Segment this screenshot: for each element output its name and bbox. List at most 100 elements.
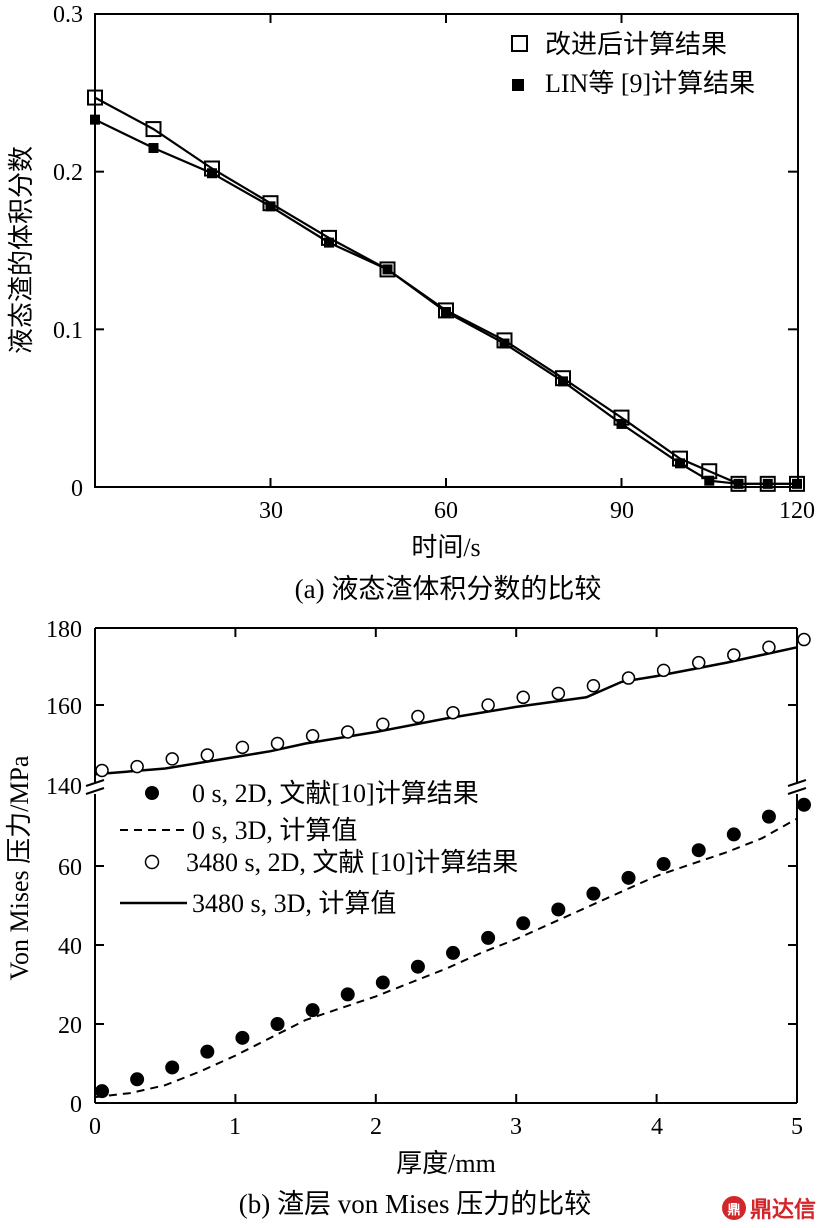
x-tick-label: 1 (229, 1114, 241, 1140)
legend-label: 3480 s, 3D, 计算值 (192, 889, 396, 918)
data-point-filled-circle (410, 959, 425, 974)
data-point-filled-circle (130, 1072, 145, 1087)
data-point-filled-square (675, 458, 685, 469)
data-point-filled-circle (551, 902, 566, 917)
ticks-b (95, 628, 797, 1103)
data-point-filled-circle (340, 987, 355, 1002)
x-tick-label: 120 (779, 498, 815, 524)
axis-break-right (787, 779, 807, 795)
data-point-open-circle (411, 709, 425, 724)
data-point-open-circle (376, 717, 390, 731)
y-tick-label: 60 (58, 855, 82, 881)
data-point-filled-square (90, 114, 100, 125)
y-tick-label: 160 (46, 694, 82, 720)
data-point-open-square (701, 463, 718, 480)
legend-label: 3480 s, 2D, 文献 [10]计算结果 (186, 848, 518, 877)
data-point-open-circle (340, 725, 355, 739)
x-tick-label: 60 (434, 498, 458, 524)
data-point-open-circle (200, 748, 215, 762)
data-point-filled-square (499, 338, 510, 349)
data-point-filled-circle (656, 857, 671, 872)
data-point-open-circle (270, 736, 285, 751)
data-point-filled-square (792, 478, 802, 489)
data-point-open-circle (691, 655, 706, 670)
data-point-open-square (555, 370, 571, 387)
data-point-open-square (379, 261, 396, 278)
y-axis-label: Von Mises 压力/MPa (5, 755, 34, 980)
data-point-filled-square (762, 478, 773, 489)
watermark-text: 鼎达信 (749, 1198, 816, 1223)
y-tick-label: 0 (71, 476, 83, 502)
data-point-open-circle (235, 740, 250, 755)
y-tick-label: 0 (70, 1092, 82, 1118)
legend-marker-filled-square (512, 79, 524, 91)
caption-a: (a) 液态渣体积分数的比较 (295, 574, 602, 604)
data-point-filled-circle (165, 1060, 180, 1075)
legend-a: 改进后计算结果 LIN等 [9]计算结果 (511, 30, 755, 98)
data-point-filled-circle (375, 975, 390, 990)
data-point-open-circle (130, 759, 144, 774)
logo-icon: 鼎 (721, 1196, 746, 1220)
data-point-filled-circle (270, 1017, 285, 1031)
data-point-filled-square (265, 201, 276, 212)
legend-b: 0 s, 2D, 文献[10]计算结果 0 s, 3D, 计算值 3480 s,… (120, 779, 518, 918)
axis-break-left (85, 779, 105, 795)
chart-b: 0 20 40 60 140 160 180 0 1 2 3 4 5 厚度/mm… (5, 617, 812, 1219)
data-point-open-square (759, 475, 776, 492)
data-point-open-circle (165, 752, 179, 766)
x-axis-label: 时间/s (411, 533, 480, 562)
data-point-open-square (204, 160, 220, 177)
y-tick-label: 20 (58, 1013, 82, 1039)
series-line-dashed (94, 817, 798, 1099)
data-point-open-circle (621, 671, 636, 685)
data-point-open-circle (797, 632, 811, 647)
legend-label: 改进后计算结果 (545, 30, 727, 59)
y-tick-label: 40 (58, 934, 82, 960)
data-point-open-circle (305, 729, 320, 743)
legend-marker-filled-circle (145, 786, 159, 800)
data-point-open-circle (446, 705, 460, 720)
data-point-filled-circle (446, 945, 461, 960)
series-line (94, 118, 797, 485)
data-point-filled-square (324, 237, 334, 248)
y-axis-label: 液态渣的体积分数 (7, 146, 36, 354)
data-point-filled-circle (305, 1003, 320, 1018)
watermark-logo: 鼎 鼎达信 (721, 1192, 816, 1224)
data-point-open-square (321, 229, 337, 246)
x-tick-label: 5 (791, 1114, 803, 1140)
data-point-filled-circle (691, 843, 706, 858)
series-markers-b (95, 632, 812, 1099)
caption-b: (b) 渣层 von Mises 压力的比较 (239, 1189, 592, 1219)
data-point-filled-circle (586, 886, 601, 901)
data-point-filled-circle (200, 1044, 215, 1059)
y-tick-label: 0.1 (53, 318, 83, 344)
data-point-filled-square (704, 475, 715, 486)
data-point-filled-circle (95, 1084, 110, 1099)
x-tick-label: 3 (510, 1114, 522, 1140)
chart-a: 0 0.1 0.2 0.3 30 60 90 120 时间/s 液态渣的体积分数… (7, 2, 815, 604)
data-point-open-circle (516, 690, 530, 705)
data-point-open-square (87, 89, 103, 106)
data-point-open-circle (727, 648, 741, 662)
data-point-filled-square (733, 478, 744, 489)
data-point-open-square (730, 475, 747, 492)
series-markers-a (87, 89, 805, 492)
series-lines-a (94, 96, 797, 485)
data-point-open-square (496, 332, 513, 349)
x-tick-label: 2 (370, 1114, 382, 1140)
data-point-open-square (789, 475, 805, 492)
data-point-filled-square (148, 143, 159, 154)
data-point-open-circle (586, 679, 601, 693)
data-point-filled-square (207, 168, 217, 179)
data-point-filled-circle (797, 797, 812, 812)
legend-label: LIN等 [9]计算结果 (545, 69, 755, 98)
data-point-open-square (672, 450, 688, 467)
legend-marker-open-circle (144, 854, 160, 870)
data-point-open-square (438, 302, 454, 319)
data-point-open-square (145, 121, 162, 138)
data-point-filled-square (558, 376, 568, 387)
data-point-filled-circle (481, 930, 496, 945)
data-point-open-circle (551, 686, 566, 701)
data-point-filled-square (441, 306, 451, 317)
